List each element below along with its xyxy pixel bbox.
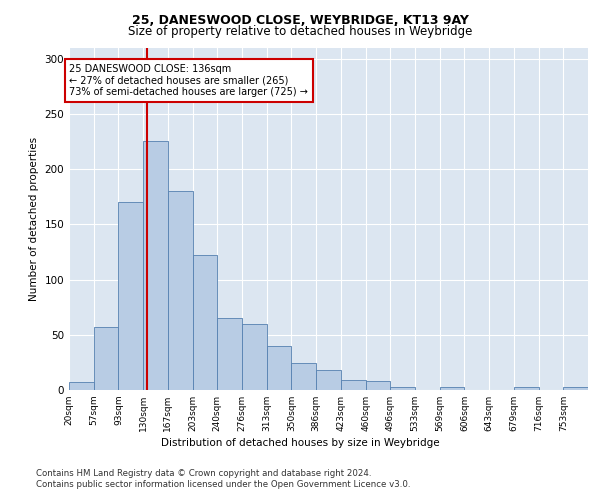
Bar: [118, 202, 143, 390]
Bar: [390, 386, 415, 390]
Bar: [143, 142, 168, 390]
Bar: [365, 381, 390, 390]
Text: Distribution of detached houses by size in Weybridge: Distribution of detached houses by size …: [161, 438, 439, 448]
Text: 25 DANESWOOD CLOSE: 136sqm
← 27% of detached houses are smaller (265)
73% of sem: 25 DANESWOOD CLOSE: 136sqm ← 27% of deta…: [70, 64, 308, 98]
Y-axis label: Number of detached properties: Number of detached properties: [29, 136, 39, 301]
Bar: [168, 191, 193, 390]
Bar: [440, 386, 464, 390]
Bar: [193, 255, 217, 390]
Bar: [563, 386, 588, 390]
Bar: [69, 382, 94, 390]
Bar: [267, 346, 292, 390]
Text: Contains public sector information licensed under the Open Government Licence v3: Contains public sector information licen…: [36, 480, 410, 489]
Text: Contains HM Land Registry data © Crown copyright and database right 2024.: Contains HM Land Registry data © Crown c…: [36, 469, 371, 478]
Bar: [514, 386, 539, 390]
Bar: [292, 364, 316, 390]
Text: Size of property relative to detached houses in Weybridge: Size of property relative to detached ho…: [128, 25, 472, 38]
Bar: [94, 327, 118, 390]
Bar: [316, 370, 341, 390]
Text: 25, DANESWOOD CLOSE, WEYBRIDGE, KT13 9AY: 25, DANESWOOD CLOSE, WEYBRIDGE, KT13 9AY: [131, 14, 469, 27]
Bar: [341, 380, 365, 390]
Bar: [242, 324, 267, 390]
Bar: [217, 318, 242, 390]
